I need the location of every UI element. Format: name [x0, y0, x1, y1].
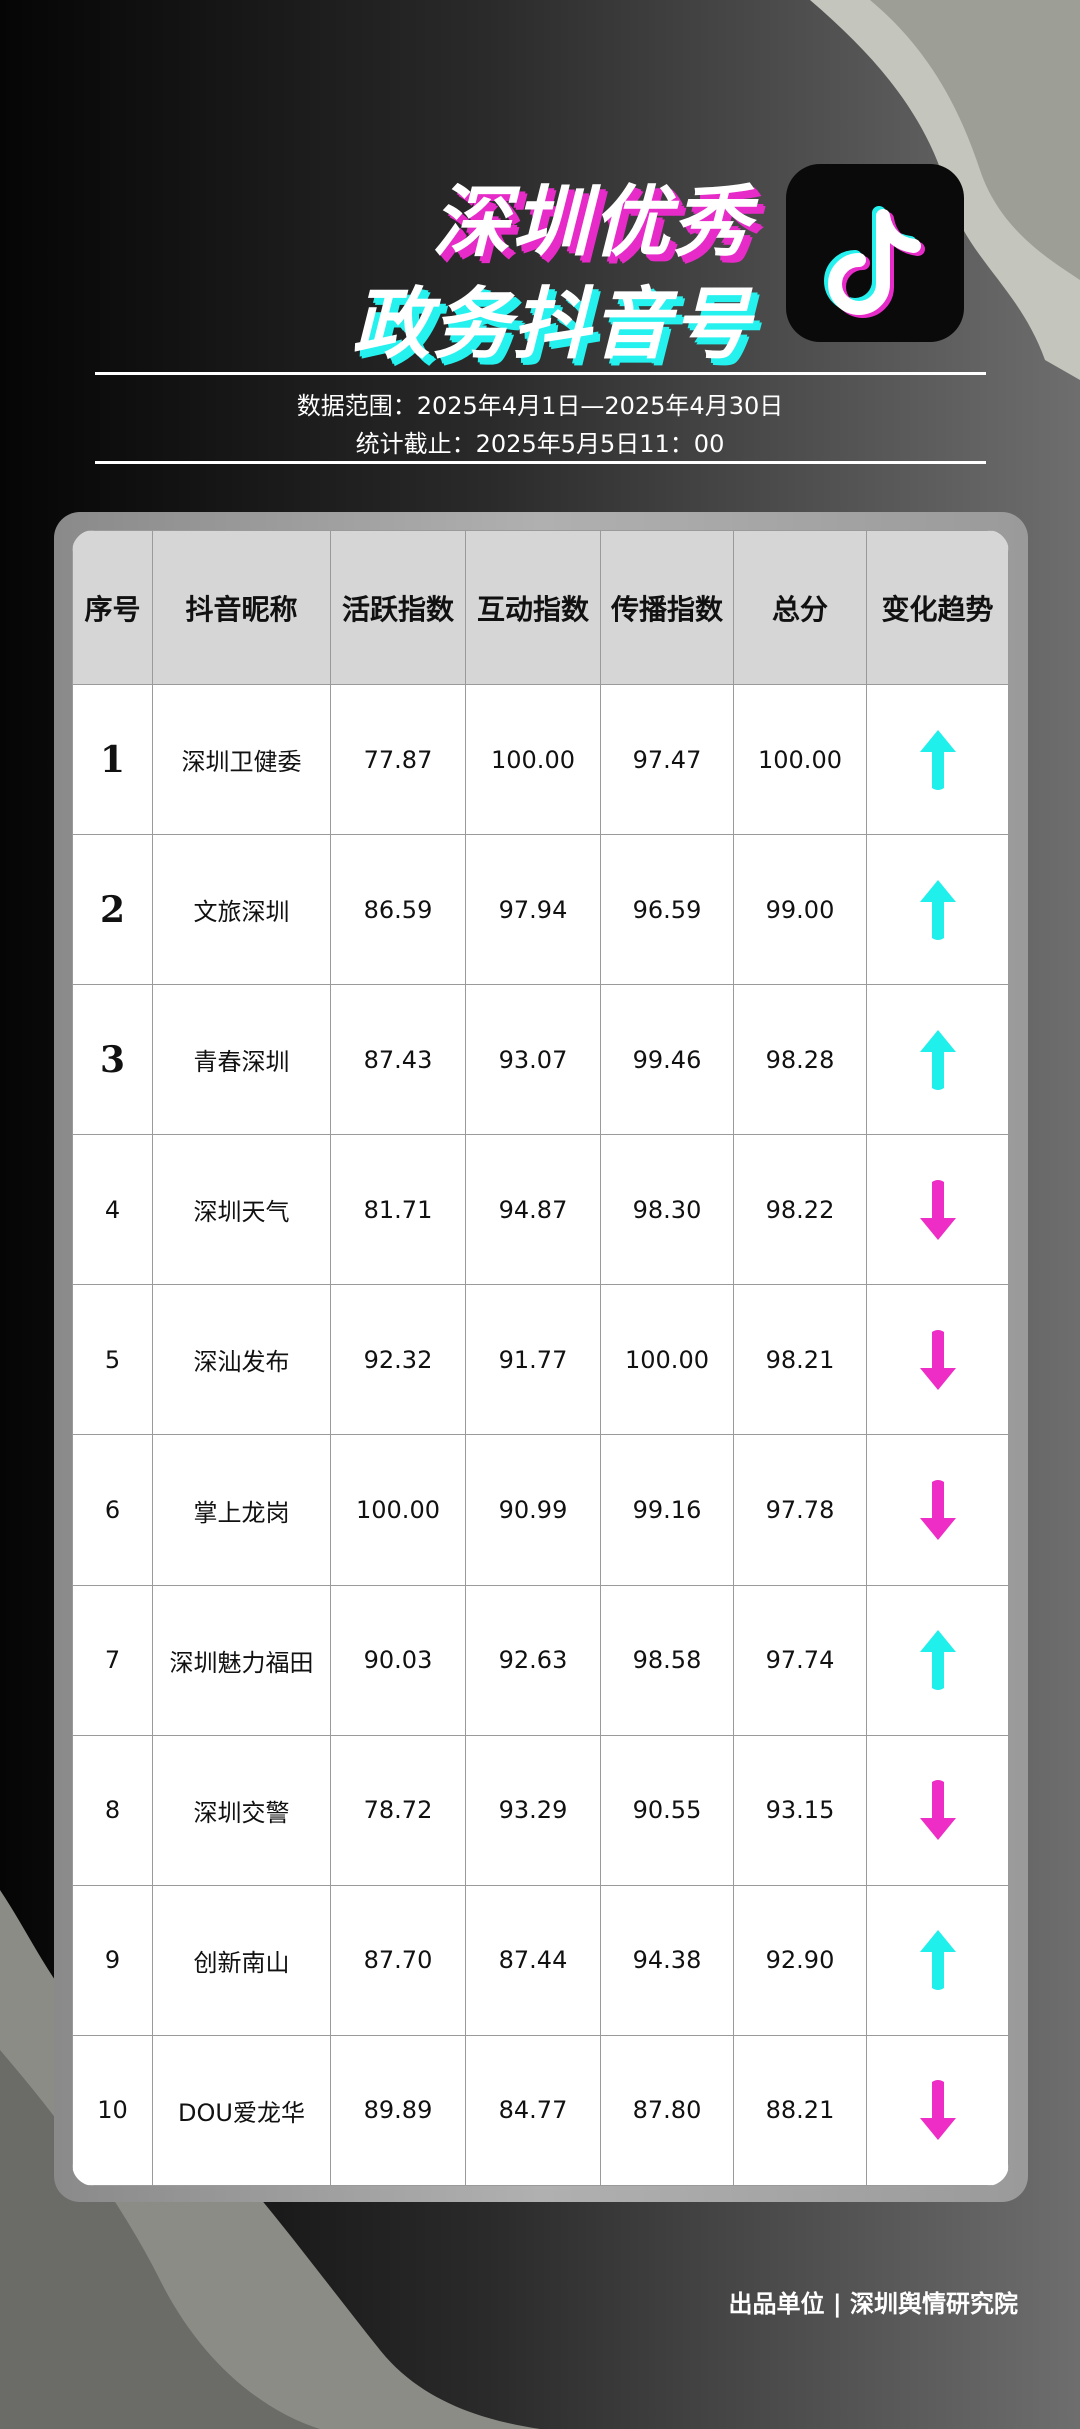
column-header: 传播指数 [600, 530, 734, 685]
cell-name: 深圳卫健委 [152, 683, 331, 836]
cell-active: 89.89 [330, 2034, 466, 2186]
cell-rank: 6 [72, 1434, 153, 1586]
cell-name: 深汕发布 [152, 1284, 331, 1436]
cell-rank: 9 [72, 1884, 153, 2036]
page-title-line2: 政务抖音号 [351, 280, 752, 370]
divider [95, 372, 986, 375]
table-row: 1 深圳卫健委 77.87 100.00 97.47 100.00 [72, 683, 1009, 836]
cell-spread: 90.55 [600, 1734, 734, 1886]
cell-interact: 100.00 [465, 683, 601, 836]
table-row: 4 深圳天气 81.71 94.87 98.30 98.22 [72, 1134, 1009, 1286]
cell-rank: 10 [72, 2034, 153, 2186]
column-header: 总分 [733, 530, 867, 685]
cell-total: 88.21 [733, 2034, 867, 2186]
cell-name: 深圳魅力福田 [152, 1584, 331, 1736]
table-row: 8 深圳交警 78.72 93.29 90.55 93.15 [72, 1734, 1009, 1886]
arrow-down-icon [866, 1134, 1009, 1286]
cell-rank: 3 [72, 984, 153, 1136]
column-header: 变化趋势 [866, 530, 1009, 685]
cell-spread: 94.38 [600, 1884, 734, 2036]
cell-active: 90.03 [330, 1584, 466, 1736]
cell-active: 77.87 [330, 683, 466, 836]
arrow-up-icon [866, 683, 1009, 836]
arrow-down-icon [866, 1284, 1009, 1436]
cell-spread: 97.47 [600, 683, 734, 836]
cell-active: 81.71 [330, 1134, 466, 1286]
cell-total: 92.90 [733, 1884, 867, 2036]
cell-interact: 93.29 [465, 1734, 601, 1886]
table-header: 序号 抖音昵称 活跃指数 互动指数 传播指数 总分 变化趋势 [72, 530, 1009, 685]
cell-total: 93.15 [733, 1734, 867, 1886]
table-row: 7 深圳魅力福田 90.03 92.63 98.58 97.74 [72, 1584, 1009, 1736]
cell-name: 青春深圳 [152, 984, 331, 1136]
cell-total: 98.22 [733, 1134, 867, 1286]
arrow-down-icon [866, 1434, 1009, 1586]
cell-interact: 84.77 [465, 2034, 601, 2186]
arrow-up-icon [866, 1584, 1009, 1736]
page-title-line1: 深圳优秀 [431, 178, 752, 268]
cell-total: 100.00 [733, 683, 867, 836]
cell-spread: 100.00 [600, 1284, 734, 1436]
cell-spread: 99.16 [600, 1434, 734, 1586]
date-range: 数据范围：2025年4月1日—2025年4月30日 [296, 392, 784, 420]
column-header: 互动指数 [465, 530, 601, 685]
cell-name: 掌上龙岗 [152, 1434, 331, 1586]
cell-total: 97.78 [733, 1434, 867, 1586]
table-row: 10 DOU爱龙华 89.89 84.77 87.80 88.21 [72, 2034, 1009, 2186]
arrow-up-icon [866, 834, 1009, 986]
arrow-down-icon [866, 1734, 1009, 1886]
cell-rank: 2 [72, 834, 153, 986]
cell-rank: 4 [72, 1134, 153, 1286]
cell-interact: 91.77 [465, 1284, 601, 1436]
douyin-logo-icon [786, 164, 964, 342]
ranking-table: 序号 抖音昵称 活跃指数 互动指数 传播指数 总分 变化趋势 1 深圳卫健委 77.87 100.… [72, 530, 1009, 2186]
cell-active: 92.32 [330, 1284, 466, 1436]
cell-interact: 92.63 [465, 1584, 601, 1736]
cell-name: 文旅深圳 [152, 834, 331, 986]
table-row: 5 深汕发布 92.32 91.77 100.00 98.21 [72, 1284, 1009, 1436]
cell-name: 深圳天气 [152, 1134, 331, 1286]
cell-name: 创新南山 [152, 1884, 331, 2036]
cell-rank: 1 [72, 683, 153, 836]
table-row: 2 文旅深圳 86.59 97.94 96.59 99.00 [72, 834, 1009, 986]
cell-total: 98.28 [733, 984, 867, 1136]
table-row: 6 掌上龙岗 100.00 90.99 99.16 97.78 [72, 1434, 1009, 1586]
publisher-credit: 出品单位 | 深圳舆情研究院 [728, 2290, 1018, 2318]
cell-rank: 5 [72, 1284, 153, 1436]
cell-interact: 97.94 [465, 834, 601, 986]
cell-interact: 90.99 [465, 1434, 601, 1586]
cell-total: 99.00 [733, 834, 867, 986]
cell-spread: 99.46 [600, 984, 734, 1136]
cell-active: 86.59 [330, 834, 466, 986]
cell-spread: 87.80 [600, 2034, 734, 2186]
cutoff-time: 统计截止：2025年5月5日11：00 [355, 430, 725, 458]
divider [95, 461, 986, 464]
column-header: 抖音昵称 [152, 530, 331, 685]
cell-spread: 98.58 [600, 1584, 734, 1736]
cell-active: 87.43 [330, 984, 466, 1136]
cell-rank: 7 [72, 1584, 153, 1736]
cell-spread: 96.59 [600, 834, 734, 986]
arrow-down-icon [866, 2034, 1009, 2186]
column-header: 序号 [72, 530, 153, 685]
cell-interact: 93.07 [465, 984, 601, 1136]
table-row: 9 创新南山 87.70 87.44 94.38 92.90 [72, 1884, 1009, 2036]
arrow-up-icon [866, 1884, 1009, 2036]
cell-name: DOU爱龙华 [152, 2034, 331, 2186]
cell-active: 100.00 [330, 1434, 466, 1586]
arrow-up-icon [866, 984, 1009, 1136]
cell-interact: 87.44 [465, 1884, 601, 2036]
cell-spread: 98.30 [600, 1134, 734, 1286]
cell-total: 98.21 [733, 1284, 867, 1436]
cell-rank: 8 [72, 1734, 153, 1886]
table-row: 3 青春深圳 87.43 93.07 99.46 98.28 [72, 984, 1009, 1136]
cell-active: 78.72 [330, 1734, 466, 1886]
cell-active: 87.70 [330, 1884, 466, 2036]
cell-interact: 94.87 [465, 1134, 601, 1286]
cell-name: 深圳交警 [152, 1734, 331, 1886]
column-header: 活跃指数 [330, 530, 466, 685]
cell-total: 97.74 [733, 1584, 867, 1736]
